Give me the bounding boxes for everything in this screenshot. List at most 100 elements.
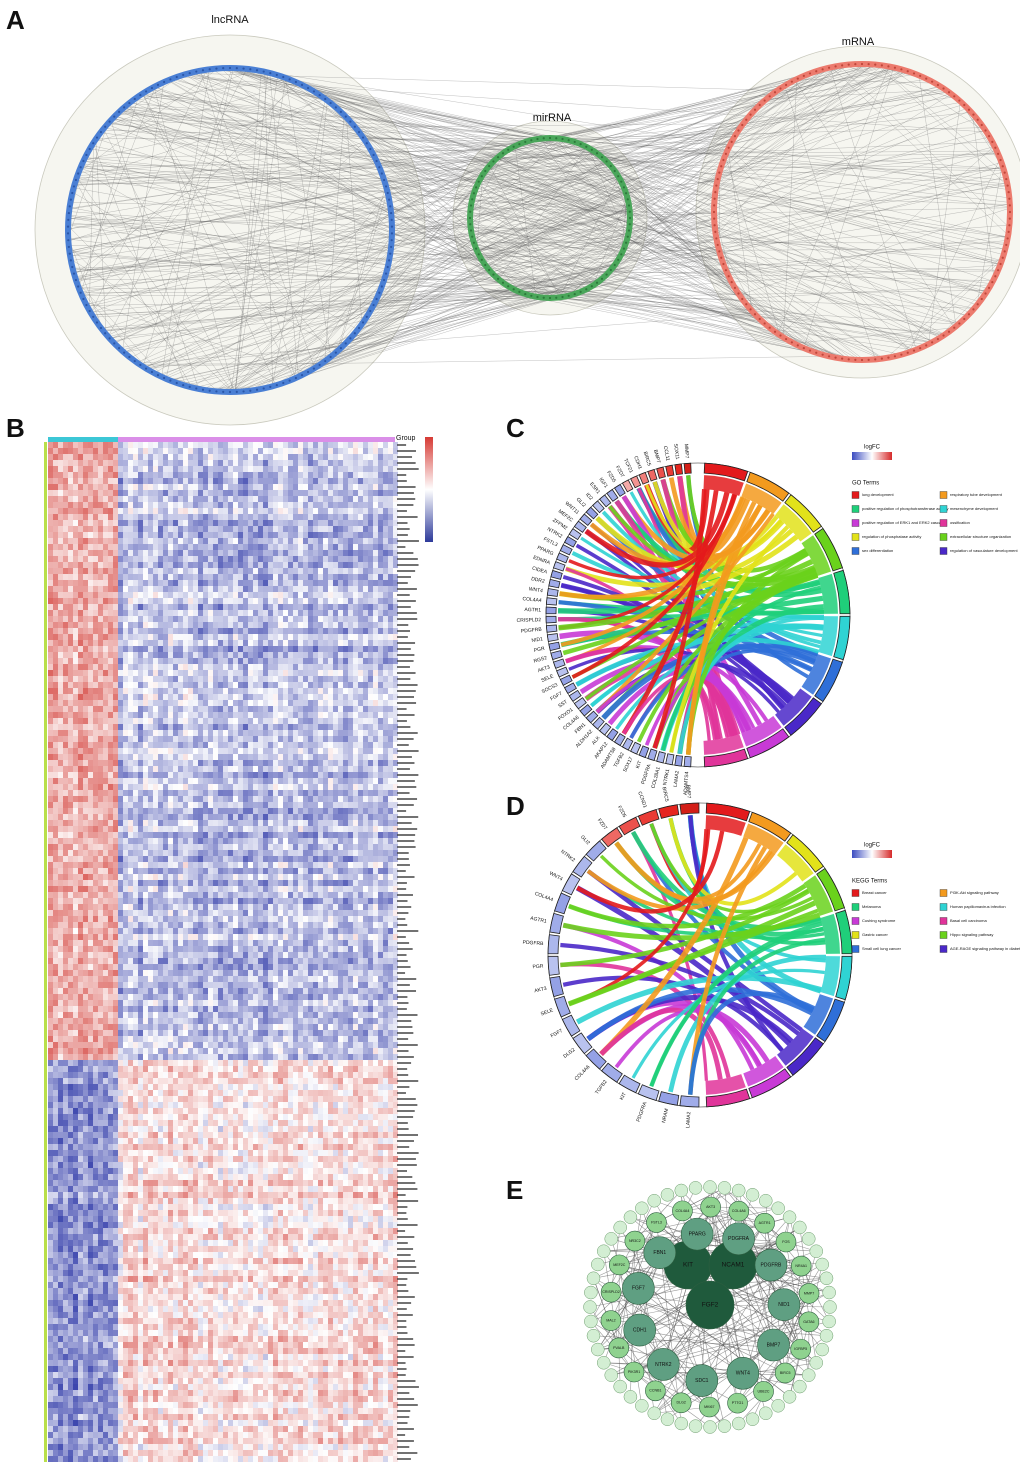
heatmap-cell bbox=[148, 688, 153, 694]
heatmap-cell bbox=[268, 628, 273, 634]
heatmap-cell bbox=[293, 514, 298, 520]
heatmap-cell bbox=[388, 766, 393, 772]
heatmap-cell bbox=[143, 484, 148, 490]
node bbox=[369, 147, 372, 151]
heatmap-cell bbox=[203, 598, 208, 604]
heatmap-cell bbox=[163, 484, 168, 490]
edge bbox=[73, 218, 631, 273]
heatmap-cell bbox=[318, 748, 323, 754]
edge bbox=[222, 67, 528, 142]
heatmap-cell bbox=[278, 592, 283, 598]
heatmap-cell bbox=[193, 718, 198, 724]
heatmap-cell bbox=[328, 712, 333, 718]
heatmap-cell bbox=[263, 748, 268, 754]
heatmap-cell bbox=[308, 550, 313, 556]
heatmap-cell bbox=[388, 562, 393, 568]
heatmap-cell bbox=[338, 478, 343, 484]
heatmap-cell bbox=[273, 736, 278, 742]
heatmap-cell bbox=[108, 610, 113, 616]
edge bbox=[313, 150, 594, 369]
heatmap-cell bbox=[358, 730, 363, 736]
heatmap-cell bbox=[53, 556, 58, 562]
heatmap-cell bbox=[98, 580, 103, 586]
heatmap-cell bbox=[343, 742, 348, 748]
heatmap-cell bbox=[313, 754, 318, 760]
heatmap-cell bbox=[133, 598, 138, 604]
edge bbox=[143, 146, 995, 367]
heatmap-cell bbox=[378, 664, 383, 670]
heatmap-cell bbox=[178, 460, 183, 466]
node bbox=[208, 389, 211, 392]
heatmap-cell bbox=[358, 544, 363, 550]
node bbox=[306, 370, 310, 374]
edge bbox=[626, 66, 893, 195]
heatmap-cell bbox=[283, 526, 288, 532]
edge bbox=[358, 262, 617, 329]
heatmap-cell bbox=[323, 628, 328, 634]
node bbox=[887, 356, 890, 359]
heatmap-cell bbox=[303, 640, 308, 646]
edge bbox=[370, 271, 491, 312]
heatmap-cell bbox=[53, 622, 58, 628]
heatmap-cell bbox=[68, 706, 73, 712]
heatmap-cell bbox=[133, 676, 138, 682]
heatmap-cell bbox=[173, 556, 178, 562]
heatmap-cell bbox=[88, 466, 93, 472]
heatmap-cell bbox=[88, 508, 93, 514]
heatmap-cell bbox=[308, 670, 313, 676]
heatmap-cell bbox=[113, 502, 118, 508]
edge bbox=[68, 238, 556, 299]
node bbox=[139, 93, 142, 97]
heatmap-cell bbox=[183, 472, 188, 478]
heatmap-cell bbox=[123, 478, 128, 484]
heatmap-cell bbox=[253, 538, 258, 544]
heatmap-cell bbox=[103, 508, 108, 514]
heatmap-cell bbox=[73, 634, 78, 640]
heatmap-cell bbox=[128, 634, 133, 640]
heatmap-cell bbox=[128, 700, 133, 706]
edge bbox=[133, 99, 479, 184]
heatmap-cell bbox=[143, 508, 148, 514]
heatmap-cell bbox=[343, 604, 348, 610]
node bbox=[530, 294, 533, 297]
heatmap-cell bbox=[338, 466, 343, 472]
heatmap-cell bbox=[73, 490, 78, 496]
heatmap-cell bbox=[263, 610, 268, 616]
heatmap-cell bbox=[158, 634, 163, 640]
heatmap-cell bbox=[198, 550, 203, 556]
heatmap-cell bbox=[333, 556, 338, 562]
node bbox=[77, 285, 80, 288]
heatmap-cell bbox=[263, 766, 268, 772]
heatmap-cell bbox=[323, 646, 328, 652]
heatmap-cell bbox=[363, 754, 368, 760]
heatmap-cell bbox=[243, 730, 248, 736]
heatmap-cell bbox=[273, 490, 278, 496]
heatmap-cell bbox=[283, 478, 288, 484]
edge bbox=[596, 194, 716, 284]
heatmap-cell bbox=[113, 526, 118, 532]
heatmap-cell bbox=[58, 472, 63, 478]
edge bbox=[69, 157, 497, 252]
heatmap-cell bbox=[313, 454, 318, 460]
heatmap-cell bbox=[238, 580, 243, 586]
node bbox=[536, 137, 539, 141]
edge bbox=[163, 231, 472, 378]
edge bbox=[491, 130, 986, 273]
heatmap-cell bbox=[58, 586, 63, 592]
heatmap-cell bbox=[198, 670, 203, 676]
heatmap-cell bbox=[358, 592, 363, 598]
heatmap-cell bbox=[378, 688, 383, 694]
heatmap-cell bbox=[188, 604, 193, 610]
heatmap-cell bbox=[148, 766, 153, 772]
heatmap-cell bbox=[148, 754, 153, 760]
node bbox=[627, 204, 631, 207]
heatmap-cell bbox=[113, 736, 118, 742]
heatmap-cell bbox=[78, 484, 83, 490]
edge bbox=[75, 225, 471, 278]
heatmap-cell bbox=[213, 508, 218, 514]
heatmap-cell bbox=[118, 496, 123, 502]
heatmap-cell bbox=[193, 766, 198, 772]
heatmap-cell bbox=[173, 766, 178, 772]
heatmap-cell bbox=[343, 508, 348, 514]
heatmap-cell bbox=[318, 526, 323, 532]
